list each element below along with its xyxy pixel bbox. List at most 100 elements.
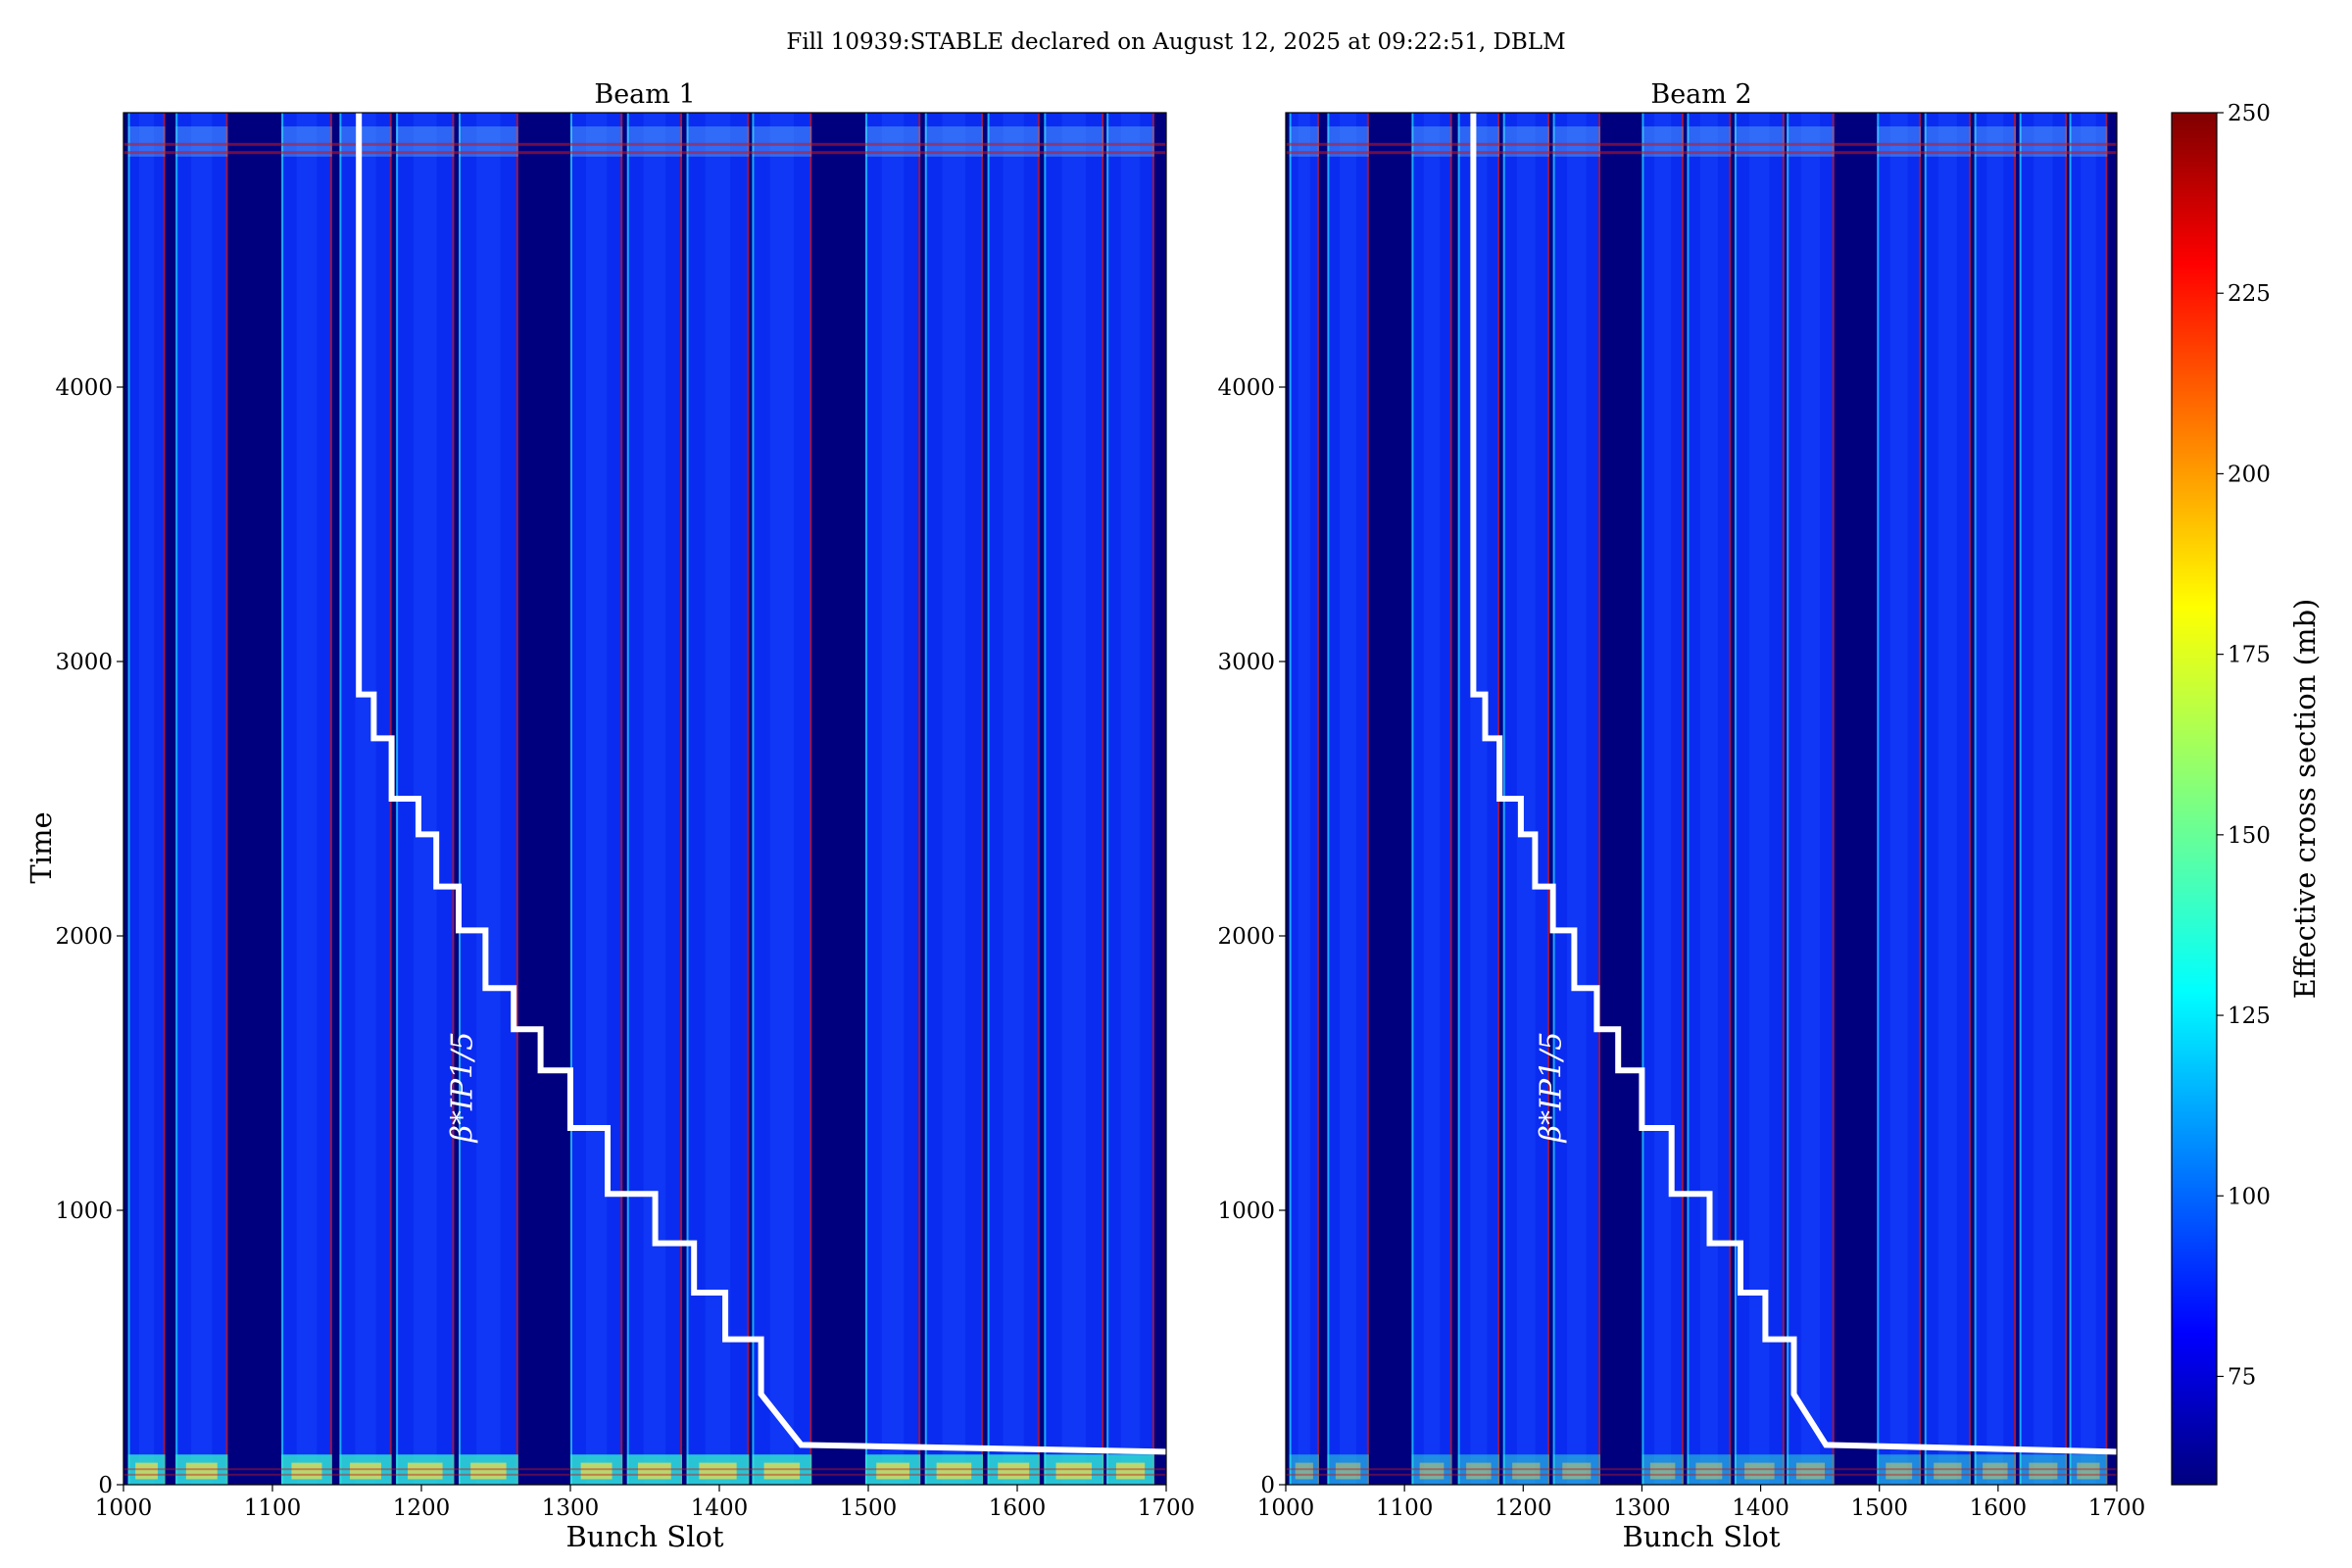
train-bottom-hot — [580, 1462, 612, 1480]
colorbar-tick-label: 250 — [2228, 101, 2271, 126]
train-bottom-hot — [1886, 1462, 1913, 1480]
y-tick-label: 4000 — [55, 375, 113, 401]
train-band — [752, 113, 812, 1485]
train-bottom-band — [1642, 1454, 1684, 1485]
train-core — [1986, 113, 2004, 1485]
train-bottom-band — [1289, 1454, 1319, 1485]
train-edge-left — [1411, 113, 1414, 1485]
train-bottom-hot — [185, 1462, 218, 1480]
train-edge-left — [686, 113, 689, 1485]
train-core — [2081, 113, 2096, 1485]
x-axis-label: Bunch Slot — [565, 1520, 723, 1553]
train-band — [1642, 113, 1684, 1485]
bunch-train — [1877, 113, 1922, 1485]
train-core — [1937, 113, 1957, 1485]
beta-star-step-line — [1470, 113, 2118, 1455]
bunch-train — [570, 113, 623, 1485]
colorbar: 75 100 125 150 175 200 225 250 Effective cross s… — [2171, 101, 2322, 1486]
train-edge-right — [1037, 113, 1040, 1485]
bunch-train — [281, 113, 332, 1485]
train-edge-right — [1919, 113, 1922, 1485]
bunch-train — [1106, 113, 1154, 1485]
x-tick-label: 1600 — [1970, 1495, 2028, 1521]
train-bottom-band — [1877, 1454, 1922, 1485]
y-tick-label: 0 — [1260, 1473, 1275, 1498]
train-bottom-hot — [1295, 1462, 1313, 1480]
panel-beam-2: β*IP1/5 1000 1100 1200 1300 1400 1500 1600 1700 0… — [1217, 79, 2145, 1553]
train-edge-left — [1289, 113, 1292, 1485]
colorbar-tick-label: 200 — [2228, 462, 2271, 487]
colorbar-tick-label: 100 — [2228, 1184, 2271, 1209]
train-band — [987, 113, 1040, 1485]
train-bottom-hot — [876, 1462, 909, 1480]
train-bottom-hot — [1419, 1462, 1445, 1480]
train-bottom-hot — [1335, 1462, 1361, 1480]
train-bottom-band — [1787, 1454, 1835, 1485]
x-tick-label: 1000 — [95, 1495, 153, 1521]
train-band — [459, 113, 518, 1485]
panel-title: Beam 2 — [1650, 79, 1751, 110]
y-axis-label: Time — [24, 811, 58, 883]
noise-row — [123, 142, 1166, 146]
colorbar-frame — [2171, 112, 2218, 1486]
train-band — [626, 113, 682, 1485]
train-core — [296, 113, 318, 1485]
train-bottom-band — [1552, 1454, 1601, 1485]
train-bottom-hot — [291, 1462, 322, 1480]
train-edge-right — [1729, 113, 1732, 1485]
train-edge-right — [809, 113, 812, 1485]
train-edge-left — [127, 113, 130, 1485]
train-core — [1800, 113, 1821, 1485]
colorbar-tick-label: 150 — [2228, 823, 2271, 849]
train-edge-left — [987, 113, 990, 1485]
bunch-train — [1411, 113, 1452, 1485]
train-band — [1289, 113, 1319, 1485]
train-bottom-hot — [1055, 1462, 1092, 1480]
train-edge-right — [452, 113, 455, 1485]
train-core — [413, 113, 437, 1485]
train-band — [924, 113, 984, 1485]
train-core — [942, 113, 966, 1485]
train-edge-right — [2014, 113, 2017, 1485]
train-bottom-hot — [350, 1462, 381, 1480]
train-edge-right — [918, 113, 921, 1485]
train-edge-right — [1968, 113, 1971, 1485]
bunch-train — [1044, 113, 1104, 1485]
train-core — [191, 113, 213, 1485]
train-core — [1749, 113, 1770, 1485]
panel-beam-1: β*IP1/5 1000 1100 1200 1300 1400 1500 1600 1700 0… — [24, 79, 1195, 1553]
train-band — [127, 113, 166, 1485]
train-edge-right — [1681, 113, 1684, 1485]
train-core — [476, 113, 501, 1485]
train-band — [864, 113, 921, 1485]
train-edge-right — [1449, 113, 1452, 1485]
train-edge-left — [1787, 113, 1789, 1485]
x-axis-label: Bunch Slot — [1622, 1520, 1780, 1553]
train-bottom-hot — [135, 1462, 158, 1480]
train-edge-left — [1044, 113, 1047, 1485]
colorbar-label: Effective cross section (mb) — [2288, 599, 2322, 1000]
train-bottom-hot — [408, 1462, 443, 1480]
beta-star-step-line — [356, 113, 1167, 1455]
train-bottom-hot — [1466, 1462, 1492, 1480]
train-bottom-band — [2069, 1454, 2108, 1485]
train-edge-right — [680, 113, 682, 1485]
train-edge-left — [626, 113, 629, 1485]
train-band — [1106, 113, 1154, 1485]
train-edge-left — [1327, 113, 1330, 1485]
train-edge-right — [1832, 113, 1835, 1485]
beta-star-annotation: β*IP1/5 — [445, 1032, 479, 1144]
train-core — [585, 113, 608, 1485]
x-tick-label: 1700 — [1138, 1495, 1196, 1521]
plot-frame — [1285, 112, 2118, 1486]
train-edge-left — [2019, 113, 2022, 1485]
y-tick-label: 2000 — [55, 924, 113, 950]
train-core — [1120, 113, 1141, 1485]
train-bottom-hot — [1934, 1462, 1962, 1480]
panel-title: Beam 1 — [594, 79, 695, 110]
train-band — [1877, 113, 1922, 1485]
train-band — [570, 113, 623, 1485]
bunch-train — [1974, 113, 2017, 1485]
train-core — [1567, 113, 1587, 1485]
train-band — [1787, 113, 1835, 1485]
